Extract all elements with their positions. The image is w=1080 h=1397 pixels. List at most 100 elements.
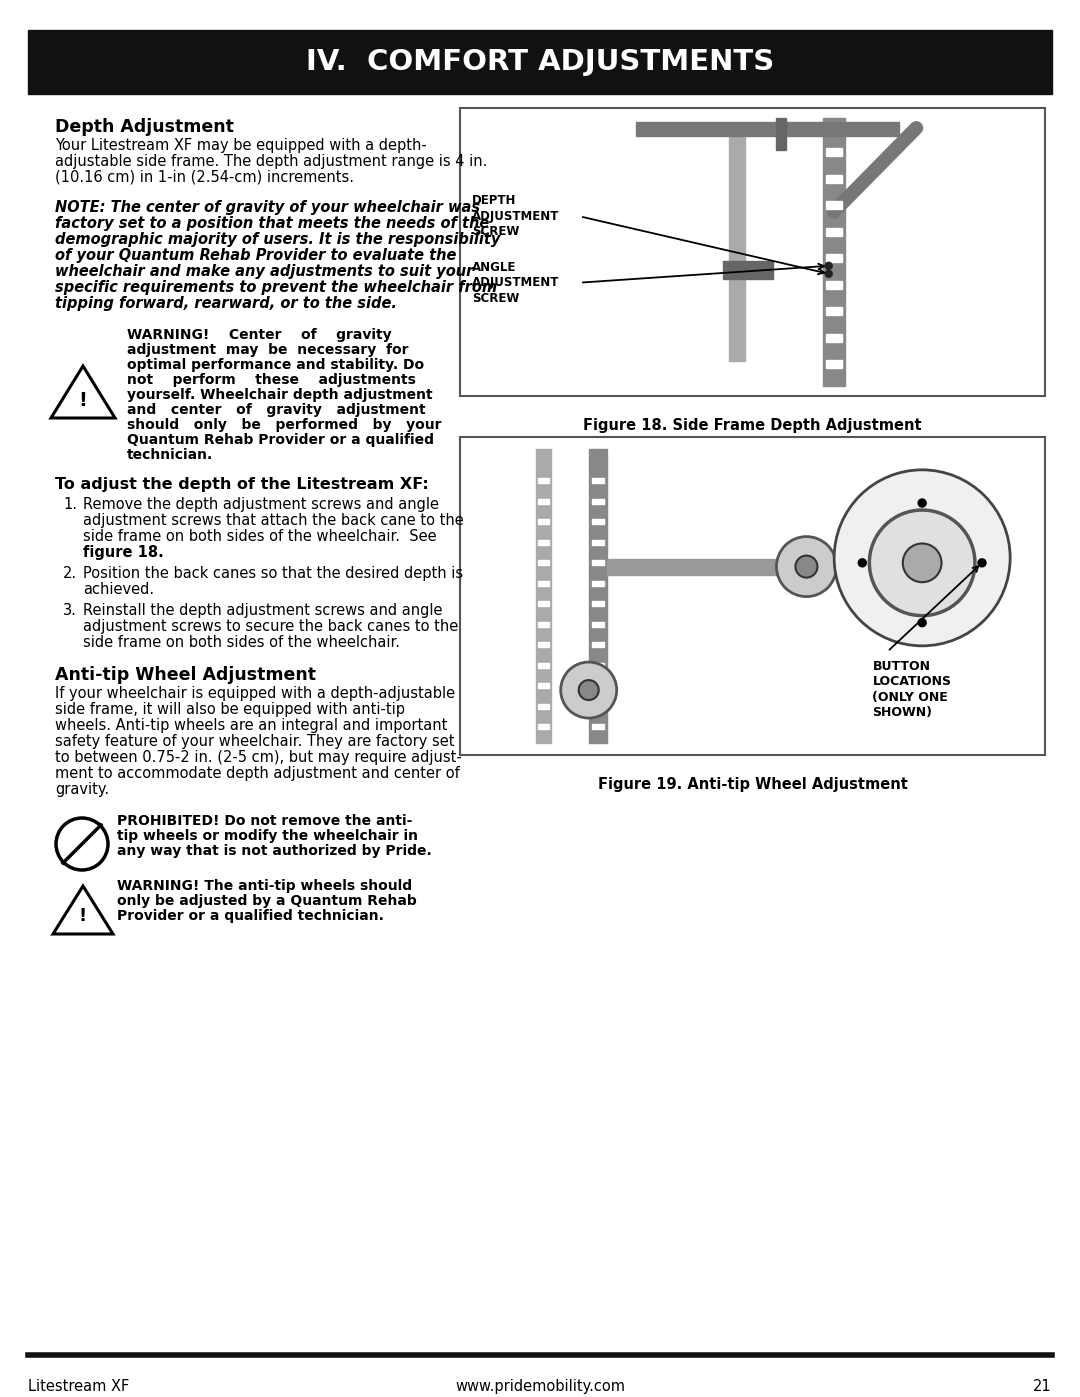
Bar — [538, 520, 549, 524]
Bar — [826, 201, 841, 210]
Circle shape — [869, 510, 975, 616]
Text: any way that is not authorized by Pride.: any way that is not authorized by Pride. — [117, 844, 432, 858]
Text: Remove the depth adjustment screws and angle: Remove the depth adjustment screws and a… — [83, 497, 438, 511]
Text: NOTE: The center of gravity of your wheelchair was: NOTE: The center of gravity of your whee… — [55, 200, 481, 215]
Text: figure 18.: figure 18. — [83, 545, 164, 560]
Bar — [538, 724, 549, 729]
Circle shape — [777, 536, 836, 597]
Bar — [592, 520, 604, 524]
Text: WARNING! The anti-tip wheels should: WARNING! The anti-tip wheels should — [117, 879, 413, 893]
Bar — [826, 254, 841, 263]
Text: tip wheels or modify the wheelchair in: tip wheels or modify the wheelchair in — [117, 828, 418, 842]
Bar — [592, 704, 604, 708]
Bar — [592, 643, 604, 647]
Bar — [538, 601, 549, 606]
Text: Litestream XF: Litestream XF — [28, 1379, 130, 1394]
Text: !: ! — [79, 391, 87, 409]
Text: gravity.: gravity. — [55, 782, 109, 798]
Bar — [826, 228, 841, 236]
Bar — [592, 560, 604, 566]
Circle shape — [825, 270, 833, 277]
Text: should   only   be   performed   by   your: should only be performed by your — [127, 418, 442, 432]
Bar — [28, 29, 1052, 94]
Text: wheelchair and make any adjustments to suit your: wheelchair and make any adjustments to s… — [55, 264, 473, 279]
Bar — [538, 478, 549, 483]
Circle shape — [918, 619, 927, 627]
Circle shape — [825, 263, 833, 270]
Circle shape — [579, 680, 598, 700]
Text: safety feature of your wheelchair. They are factory set: safety feature of your wheelchair. They … — [55, 733, 455, 749]
Bar — [592, 499, 604, 504]
Text: WARNING!    Center    of    gravity: WARNING! Center of gravity — [127, 328, 392, 342]
Circle shape — [834, 469, 1010, 645]
Bar — [592, 478, 604, 483]
Bar — [724, 261, 773, 279]
Text: ANGLE
ADJUSTMENT
SCREW: ANGLE ADJUSTMENT SCREW — [472, 261, 559, 305]
Text: wheels. Anti-tip wheels are an integral and important: wheels. Anti-tip wheels are an integral … — [55, 718, 447, 733]
Text: PROHIBITED! Do not remove the anti-: PROHIBITED! Do not remove the anti- — [117, 814, 413, 828]
Bar — [826, 175, 841, 183]
Text: To adjust the depth of the Litestream XF:: To adjust the depth of the Litestream XF… — [55, 476, 429, 492]
Text: not    perform    these    adjustments: not perform these adjustments — [127, 373, 416, 387]
Bar — [635, 122, 899, 136]
Text: Provider or a qualified technician.: Provider or a qualified technician. — [117, 909, 383, 923]
Text: tipping forward, rearward, or to the side.: tipping forward, rearward, or to the sid… — [55, 296, 396, 312]
Text: Quantum Rehab Provider or a qualified: Quantum Rehab Provider or a qualified — [127, 433, 434, 447]
Text: www.pridemobility.com: www.pridemobility.com — [455, 1379, 625, 1394]
Text: Position the back canes so that the desired depth is: Position the back canes so that the desi… — [83, 566, 463, 581]
Bar — [460, 437, 1045, 754]
Text: specific requirements to prevent the wheelchair from: specific requirements to prevent the whe… — [55, 279, 497, 295]
Text: !: ! — [79, 907, 87, 925]
Bar — [823, 117, 845, 386]
Bar — [607, 559, 811, 574]
Text: adjustment screws to secure the back canes to the: adjustment screws to secure the back can… — [83, 619, 458, 634]
Bar — [538, 560, 549, 566]
Text: adjustment  may  be  necessary  for: adjustment may be necessary for — [127, 344, 408, 358]
Bar — [592, 581, 604, 585]
Bar — [729, 133, 745, 360]
Text: side frame, it will also be equipped with anti-tip: side frame, it will also be equipped wit… — [55, 703, 405, 717]
Circle shape — [978, 559, 986, 567]
Text: yourself. Wheelchair depth adjustment: yourself. Wheelchair depth adjustment — [127, 388, 433, 402]
Bar — [536, 448, 551, 743]
Text: adjustment screws that attach the back cane to the: adjustment screws that attach the back c… — [83, 513, 463, 528]
Bar — [826, 148, 841, 156]
Bar — [538, 581, 549, 585]
Text: Figure 18. Side Frame Depth Adjustment: Figure 18. Side Frame Depth Adjustment — [583, 418, 922, 433]
Text: Reinstall the depth adjustment screws and angle: Reinstall the depth adjustment screws an… — [83, 604, 443, 617]
Bar — [538, 622, 549, 627]
Text: (10.16 cm) in 1-in (2.54-cm) increments.: (10.16 cm) in 1-in (2.54-cm) increments. — [55, 170, 354, 184]
Bar — [592, 683, 604, 689]
Text: 21: 21 — [1034, 1379, 1052, 1394]
Text: IV.  COMFORT ADJUSTMENTS: IV. COMFORT ADJUSTMENTS — [306, 47, 774, 75]
Bar — [592, 601, 604, 606]
Bar — [538, 662, 549, 668]
Text: and   center   of   gravity   adjustment: and center of gravity adjustment — [127, 402, 426, 416]
Text: 1.: 1. — [63, 497, 77, 511]
Text: ment to accommodate depth adjustment and center of: ment to accommodate depth adjustment and… — [55, 766, 460, 781]
Text: factory set to a position that meets the needs of the: factory set to a position that meets the… — [55, 217, 489, 231]
Circle shape — [918, 499, 927, 507]
Text: Your Litestream XF may be equipped with a depth-: Your Litestream XF may be equipped with … — [55, 138, 427, 154]
Text: only be adjusted by a Quantum Rehab: only be adjusted by a Quantum Rehab — [117, 894, 417, 908]
Text: optimal performance and stability. Do: optimal performance and stability. Do — [127, 358, 424, 372]
Circle shape — [796, 556, 818, 577]
Bar — [592, 724, 604, 729]
Text: technician.: technician. — [127, 448, 213, 462]
Text: demographic majority of users. It is the responsibility: demographic majority of users. It is the… — [55, 232, 500, 247]
Text: side frame on both sides of the wheelchair.: side frame on both sides of the wheelcha… — [83, 636, 400, 650]
Text: of your Quantum Rehab Provider to evaluate the: of your Quantum Rehab Provider to evalua… — [55, 249, 457, 263]
Bar — [538, 539, 549, 545]
Bar — [538, 683, 549, 689]
Text: Anti-tip Wheel Adjustment: Anti-tip Wheel Adjustment — [55, 666, 316, 685]
Text: DEPTH
ADJUSTMENT
SCREW: DEPTH ADJUSTMENT SCREW — [472, 194, 559, 239]
Bar — [826, 360, 841, 367]
Text: If your wheelchair is equipped with a depth-adjustable: If your wheelchair is equipped with a de… — [55, 686, 455, 701]
Bar — [592, 662, 604, 668]
Circle shape — [859, 559, 866, 567]
Bar — [589, 448, 607, 743]
Bar — [592, 622, 604, 627]
Circle shape — [903, 543, 942, 583]
Text: 3.: 3. — [63, 604, 77, 617]
Text: to between 0.75-2 in. (2-5 cm), but may require adjust-: to between 0.75-2 in. (2-5 cm), but may … — [55, 750, 462, 766]
